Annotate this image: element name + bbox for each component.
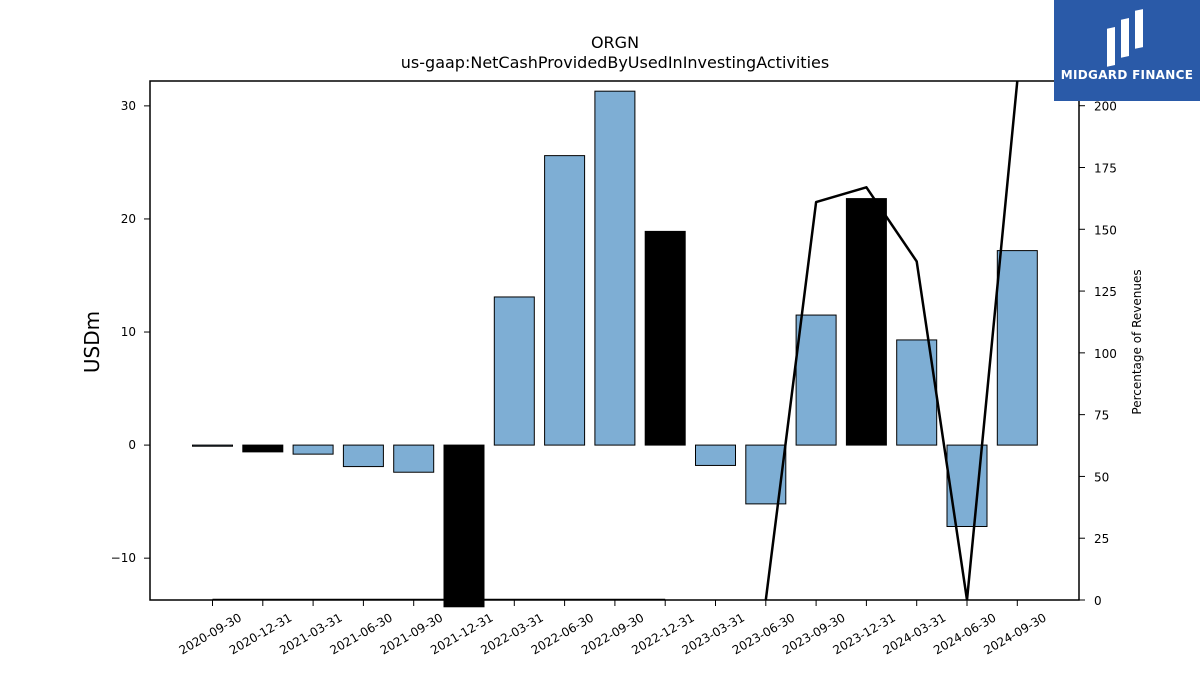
bar (242, 444, 284, 453)
midgard-finance-logo: MIDGARD FINANCE (1054, 0, 1200, 101)
bar (845, 198, 887, 446)
y2-tick-label: 150 (1094, 223, 1117, 237)
y-axis-label: USDm (80, 311, 104, 373)
y-tick-label: −10 (111, 551, 136, 565)
y-tick-label: 30 (121, 99, 136, 113)
bar (594, 90, 636, 446)
y-tick-label: 0 (128, 438, 136, 452)
y2-tick-label: 25 (1094, 532, 1109, 546)
bar (393, 444, 435, 473)
bar (544, 155, 586, 446)
y-tick-label: 10 (121, 325, 136, 339)
bar (996, 250, 1038, 446)
y2-tick-label: 175 (1094, 162, 1117, 176)
y2-tick-label: 75 (1094, 409, 1109, 423)
logo-text: MIDGARD FINANCE (1060, 68, 1194, 82)
bar (192, 444, 233, 447)
bar (795, 314, 837, 446)
y2-tick-label: 50 (1094, 470, 1109, 484)
y2-tick-label: 125 (1094, 285, 1117, 299)
revenue-percentage-line (764, 81, 1019, 600)
bar (342, 444, 384, 468)
bars-group (192, 90, 1038, 608)
bar (292, 444, 334, 455)
y-tick-label: 20 (121, 212, 136, 226)
bar (695, 444, 736, 466)
bar (443, 444, 485, 608)
chart-subtitle: us-gaap:NetCashProvidedByUsedInInvesting… (401, 53, 829, 72)
midgard-logo-icon (1107, 9, 1143, 67)
y2-axis-label: Percentage of Revenues (1130, 269, 1144, 414)
bar (644, 230, 686, 446)
chart-title: ORGN (591, 33, 639, 52)
line-group (212, 81, 1019, 600)
bar (493, 296, 535, 446)
y2-tick-label: 0 (1094, 594, 1102, 608)
y2-tick-label: 200 (1094, 100, 1117, 114)
y2-tick-label: 100 (1094, 347, 1117, 361)
